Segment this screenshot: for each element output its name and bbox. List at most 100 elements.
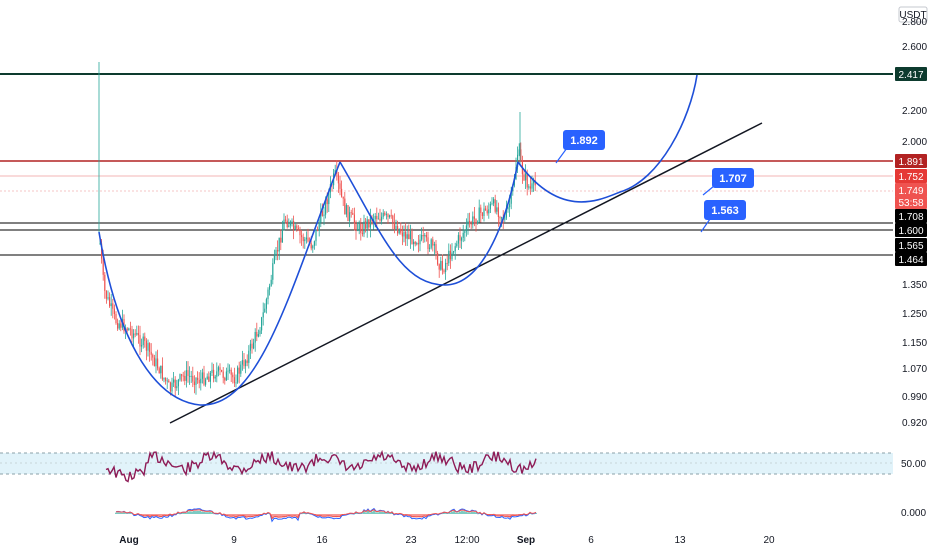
y-axis[interactable]: 2.800 2.600 2.200 2.000 1.350 1.250 1.15… bbox=[902, 17, 927, 429]
svg-text:1.565: 1.565 bbox=[898, 241, 923, 252]
candle-body-110 bbox=[275, 250, 277, 256]
x-tick-16: 16 bbox=[316, 535, 328, 546]
macd-bar-123 bbox=[361, 513, 363, 514]
macd-bar-197 bbox=[509, 514, 511, 518]
candle-body-126 bbox=[301, 235, 303, 238]
candle-body-197 bbox=[414, 241, 416, 245]
candle-body-48 bbox=[176, 386, 178, 389]
candle-body-217 bbox=[446, 262, 448, 264]
candle-body-85 bbox=[235, 382, 237, 384]
candle-body-240 bbox=[483, 208, 485, 216]
candle-body-33 bbox=[152, 354, 154, 358]
macd-bar-44 bbox=[203, 511, 205, 514]
rsi-pane[interactable]: 50.00 bbox=[0, 449, 926, 483]
macd-bar-184 bbox=[483, 513, 485, 514]
candle-body-173 bbox=[376, 215, 378, 220]
candle-body-118 bbox=[288, 225, 290, 228]
candle-body-53 bbox=[184, 375, 186, 381]
macd-bar-55 bbox=[225, 514, 227, 516]
x-axis[interactable]: Aug 9 16 23 12:00 Sep 6 13 20 bbox=[119, 535, 775, 546]
macd-bar-83 bbox=[281, 514, 283, 518]
x-tick-aug: Aug bbox=[119, 535, 138, 546]
macd-bar-56 bbox=[227, 514, 229, 516]
candle-body-220 bbox=[451, 252, 453, 260]
callout-1892[interactable]: 1.892 bbox=[555, 130, 605, 164]
candle-body-46 bbox=[173, 379, 175, 383]
macd-bar-182 bbox=[479, 513, 481, 514]
candle-body-34 bbox=[153, 357, 155, 367]
candle-body-92 bbox=[246, 360, 248, 363]
candle-body-75 bbox=[219, 367, 221, 371]
macd-bar-138 bbox=[391, 512, 393, 514]
x-tick-13: 13 bbox=[674, 535, 686, 546]
candle-body-130 bbox=[307, 237, 309, 242]
candle-body-50 bbox=[179, 374, 181, 380]
macd-bar-191 bbox=[497, 514, 499, 517]
candle-body-40 bbox=[163, 377, 165, 380]
candle-body-104 bbox=[265, 299, 267, 309]
macd-bar-126 bbox=[367, 511, 369, 514]
cup-curves[interactable] bbox=[98, 74, 698, 406]
x-tick-9: 9 bbox=[231, 535, 237, 546]
candle-body-0 bbox=[99, 243, 101, 245]
macd-bar-84 bbox=[283, 514, 285, 517]
callout-1707[interactable]: 1.707 bbox=[702, 168, 754, 196]
price-tag-2417: 2.417 bbox=[895, 67, 927, 81]
macd-bar-39 bbox=[193, 511, 195, 514]
macd-pane[interactable]: 0.000 bbox=[115, 507, 926, 523]
macd-bar-107 bbox=[329, 514, 331, 517]
macd-bar-80 bbox=[275, 514, 277, 517]
ascending-trendline[interactable] bbox=[169, 122, 763, 424]
candle-body-128 bbox=[304, 239, 306, 242]
candle-body-41 bbox=[165, 377, 167, 382]
svg-text:53:58: 53:58 bbox=[898, 198, 923, 209]
candle-body-163 bbox=[360, 223, 362, 233]
candle-body-78 bbox=[224, 377, 226, 381]
y-tick-1070: 1.070 bbox=[902, 364, 927, 375]
macd-bar-150 bbox=[415, 514, 417, 517]
macd-bar-64 bbox=[243, 514, 245, 516]
callout-1563[interactable]: 1.563 bbox=[700, 200, 746, 233]
candle-body-140 bbox=[323, 214, 325, 216]
candle-body-229 bbox=[465, 225, 467, 232]
price-tag-1708: 1.708 bbox=[895, 209, 927, 223]
macd-bar-146 bbox=[407, 514, 409, 516]
candle-body-180 bbox=[387, 214, 389, 218]
candle-body-255 bbox=[507, 207, 509, 210]
macd-bar-192 bbox=[499, 514, 501, 517]
candle-body-35 bbox=[155, 358, 157, 367]
candle-body-262 bbox=[518, 149, 520, 155]
candle-body-39 bbox=[161, 365, 163, 380]
macd-level-label: 0.000 bbox=[901, 508, 926, 519]
macd-bar-102 bbox=[319, 514, 321, 516]
macd-bar-59 bbox=[233, 514, 235, 517]
macd-bar-110 bbox=[335, 514, 337, 517]
candle-body-243 bbox=[488, 209, 490, 214]
candle-body-184 bbox=[393, 222, 395, 230]
macd-bar-57 bbox=[229, 514, 231, 517]
x-tick-6: 6 bbox=[588, 535, 594, 546]
candle-body-154 bbox=[345, 205, 347, 215]
candle-body-135 bbox=[315, 229, 317, 242]
macd-bar-61 bbox=[237, 514, 239, 516]
candle-body-9 bbox=[113, 308, 115, 315]
macd-bar-47 bbox=[209, 511, 211, 514]
rsi-level-label: 50.00 bbox=[901, 459, 926, 470]
macd-bar-90 bbox=[295, 514, 297, 517]
candle-body-122 bbox=[294, 225, 296, 230]
candle-body-102 bbox=[262, 312, 264, 318]
candle-body-123 bbox=[296, 225, 298, 229]
macd-bar-37 bbox=[189, 511, 191, 514]
macd-bar-136 bbox=[387, 512, 389, 514]
candle-body-196 bbox=[413, 241, 415, 245]
candle-body-2 bbox=[102, 258, 104, 275]
candle-body-69 bbox=[209, 372, 211, 382]
currency-badge[interactable]: USDT bbox=[898, 6, 928, 23]
candle-body-57 bbox=[190, 375, 192, 377]
macd-signal-line bbox=[115, 509, 537, 520]
y-tick-1150: 1.150 bbox=[902, 338, 927, 349]
price-tag-1464: 1.464 bbox=[895, 252, 927, 266]
y-tick-0920: 0.920 bbox=[902, 418, 927, 429]
candle-body-215 bbox=[443, 270, 445, 272]
